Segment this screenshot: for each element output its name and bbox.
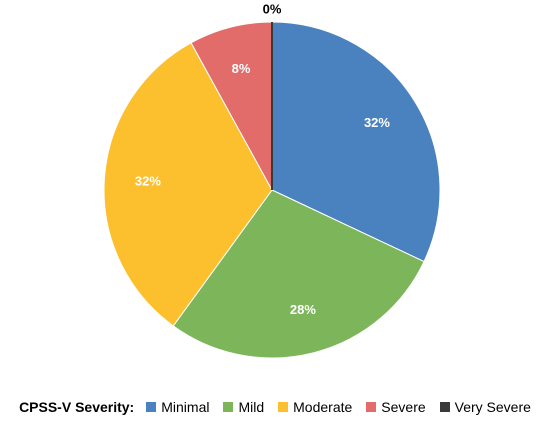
- slice-label-very-severe: 0%: [263, 1, 282, 16]
- legend-item-very-severe: Very Severe: [439, 399, 531, 415]
- legend-swatch-mild: [223, 402, 234, 412]
- pie-slice-minimal: [271, 21, 441, 263]
- slice-label-severe: 8%: [232, 61, 251, 76]
- legend-label-moderate: Moderate: [293, 399, 353, 415]
- legend-label-mild: Mild: [238, 399, 265, 415]
- legend: CPSS-V Severity: Minimal Mild Moderate Seve…: [0, 396, 550, 418]
- legend-swatch-severe: [366, 402, 377, 412]
- legend-label-minimal: Minimal: [161, 399, 210, 415]
- legend-swatch-minimal: [146, 402, 157, 412]
- pie-slice-moderate: [103, 42, 273, 327]
- slice-label-moderate: 32%: [135, 174, 161, 189]
- slice-label-mild: 28%: [290, 302, 316, 317]
- legend-label-very-severe: Very Severe: [454, 399, 531, 415]
- legend-label-severe: Severe: [381, 399, 426, 415]
- pie-slices: [103, 21, 441, 359]
- legend-item-minimal: Minimal: [146, 399, 209, 415]
- slice-label-minimal: 32%: [364, 115, 390, 130]
- legend-item-moderate: Moderate: [278, 399, 352, 415]
- pie-chart: 32% 28% 32% 8% 0%: [103, 1, 441, 359]
- legend-title: CPSS-V Severity:: [19, 399, 135, 415]
- legend-swatch-very-severe: [439, 402, 450, 412]
- legend-items: Minimal Mild Moderate Severe Very Severe: [146, 399, 531, 415]
- legend-swatch-moderate: [278, 402, 289, 412]
- pie-slice-mild: [172, 189, 425, 359]
- legend-item-mild: Mild: [223, 399, 264, 415]
- pie-labels: 32% 28% 32% 8% 0%: [135, 1, 391, 316]
- legend-item-severe: Severe: [366, 399, 426, 415]
